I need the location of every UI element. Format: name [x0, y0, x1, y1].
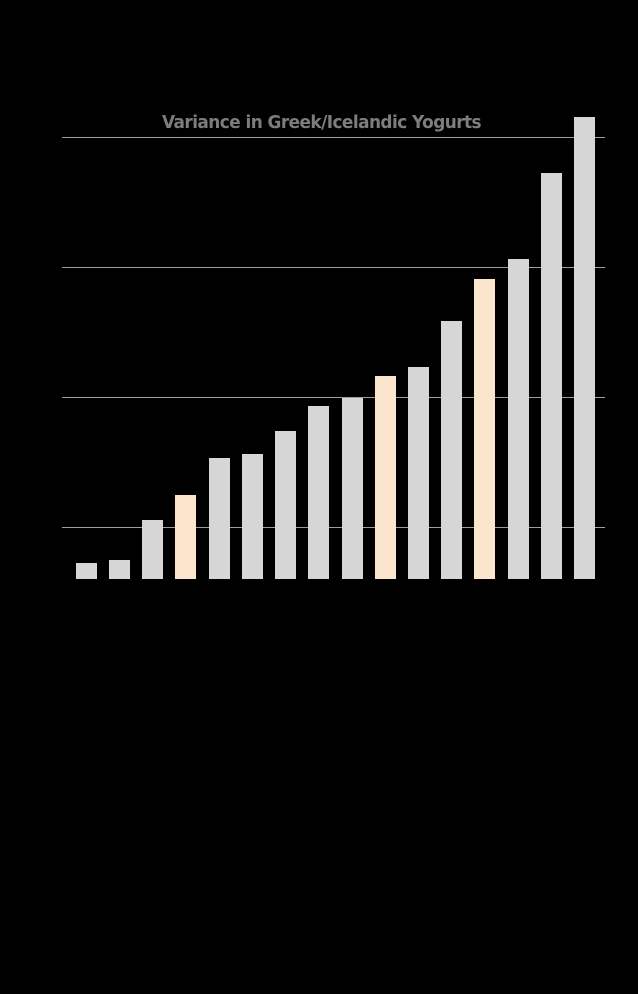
bar-8 [308, 406, 330, 579]
bar-14 [507, 259, 529, 579]
gridline-4 [62, 526, 605, 528]
bar-15 [540, 173, 562, 579]
bar-5 [208, 458, 230, 579]
bar-4 [175, 495, 197, 579]
gridline-1 [62, 136, 605, 138]
bar-13 [474, 279, 496, 579]
gridline-3 [62, 396, 605, 398]
bar-9 [341, 398, 363, 579]
bar-7 [275, 431, 297, 579]
bar-2 [108, 560, 130, 579]
gridline-2 [62, 266, 605, 268]
bar-10 [374, 376, 396, 579]
bar-16 [574, 117, 596, 579]
bar-12 [441, 321, 463, 579]
chart-title: Variance in Greek/Icelandic Yogurts [161, 112, 482, 133]
bar-11 [408, 367, 429, 579]
bar-3 [142, 520, 164, 579]
bar-1 [75, 563, 97, 579]
bar-6 [241, 454, 263, 579]
